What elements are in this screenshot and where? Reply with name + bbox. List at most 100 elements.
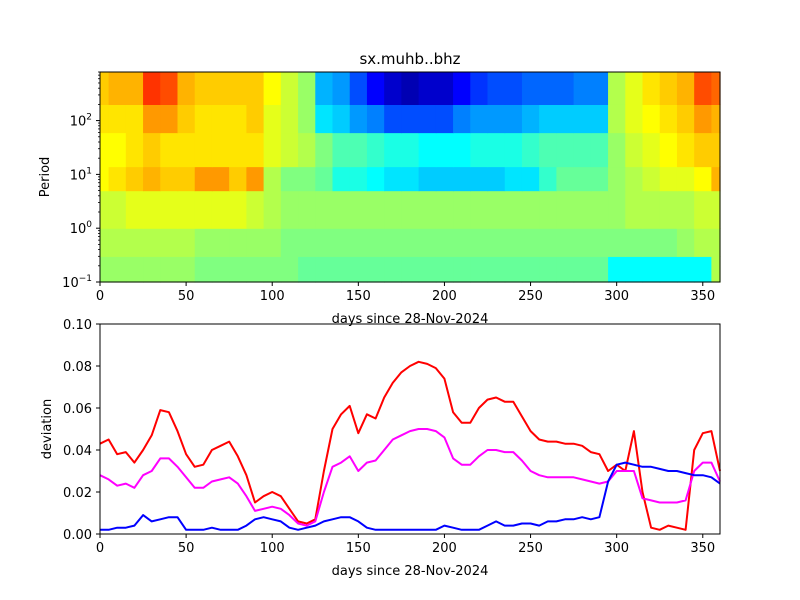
heatmap-cell [194,104,213,134]
heatmap-cell [435,166,454,192]
heatmap-cell [608,228,626,257]
heatmap-cell [160,256,179,283]
heatmap-cell [384,104,402,134]
heatmap-cell [349,104,368,134]
heatmap-cell [539,72,557,105]
heatmap-cell [298,166,316,192]
heatmap-cell [435,132,454,168]
deviation-x-tick-label: 300 [604,541,629,556]
heatmap-cell [108,228,127,257]
heatmap-cell [298,228,316,257]
heatmap-cell [453,104,471,134]
heatmap-cell [366,228,385,257]
heatmap-cell [332,72,351,105]
deviation-y-label: deviation [40,399,55,459]
heatmap-cell [298,132,316,168]
heatmap-cell [711,190,721,229]
heatmap-x-tick-label: 200 [432,289,457,304]
heatmap-cell [676,132,695,168]
heatmap-cell [100,256,110,283]
heatmap-cell [676,72,695,105]
heatmap-cell [676,256,695,283]
heatmap-cell [401,256,420,283]
heatmap-cell [659,228,678,257]
heatmap-cell [177,256,196,283]
heatmap-cell [125,72,144,105]
heatmap-cell [177,190,196,229]
heatmap-cell [556,190,575,229]
deviation-y-tick-label: 0.00 [63,528,92,543]
heatmap-y-tick-label: 102 [70,113,92,130]
heatmap-cell [521,104,540,134]
heatmap-x-tick-label: 100 [260,289,285,304]
heatmap-cell [211,72,230,105]
heatmap-cell [366,190,385,229]
deviation-panel: 0 50 100 150 200 250 300 350 0.000.020.040.060.… [40,318,721,579]
heatmap-cell [711,228,721,257]
heatmap-cell [263,228,282,257]
heatmap-cell [521,256,540,283]
heatmap-cell [556,132,575,168]
heatmap-cell [418,132,437,168]
heatmap-cell [521,190,540,229]
heatmap-cell [608,104,626,134]
heatmap-cell [143,166,161,192]
heatmap-cell [556,166,575,192]
heatmap-cell [125,228,144,257]
heatmap-cell [211,256,230,283]
heatmap-cell [625,132,644,168]
heatmap-cell [332,166,351,192]
heatmap-cell [177,228,196,257]
heatmap-cell [384,190,402,229]
heatmap-cell [625,256,644,283]
heatmap-cell [676,228,695,257]
heatmap-cell [642,72,661,105]
heatmap-y-ticks: 10−1 100 101 102 [62,71,100,291]
heatmap-cell [487,166,506,192]
heatmap-x-tick-label: 250 [518,289,543,304]
deviation-x-tick-label: 50 [178,541,195,556]
heatmap-cell [315,166,334,192]
heatmap-cell [332,104,351,134]
heatmap-cell [263,190,282,229]
heatmap-cell [143,132,161,168]
deviation-x-tick-label: 100 [260,541,285,556]
heatmap-cell [263,256,282,283]
series-line-blue [100,461,721,531]
heatmap-cell [177,166,196,192]
heatmap-cell [608,132,626,168]
heatmap-cell [470,190,489,229]
heatmap-cell [108,256,127,283]
heatmap-cell [315,104,334,134]
deviation-x-label: days since 28-Nov-2024 [332,564,489,579]
heatmap-cell [625,190,644,229]
heatmap-cell [366,72,385,105]
heatmap-cell [349,256,368,283]
heatmap-cell [659,166,678,192]
heatmap-cell [246,72,265,105]
deviation-x-tick-label: 150 [346,541,371,556]
heatmap-cell [280,132,299,168]
heatmap-cell [211,166,230,192]
heatmap-cell [453,228,471,257]
heatmap-cell [401,190,420,229]
heatmap-cell [108,166,127,192]
heatmap-cell [504,190,523,229]
heatmap-cell [177,104,196,134]
heatmap-cell [504,132,523,168]
heatmap-cell [298,256,316,283]
heatmap-cell [211,228,230,257]
deviation-frame [99,323,721,535]
heatmap-cell [263,104,282,134]
heatmap-cell [332,228,351,257]
heatmap-cell [539,132,557,168]
heatmap-cell [694,256,712,283]
heatmap-cell [556,72,575,105]
heatmap-cell [625,72,644,105]
heatmap-cell [659,104,678,134]
heatmap-cell [160,190,179,229]
heatmap-cell [100,72,110,105]
deviation-x-tick-label: 250 [518,541,543,556]
heatmap-cell [642,166,661,192]
